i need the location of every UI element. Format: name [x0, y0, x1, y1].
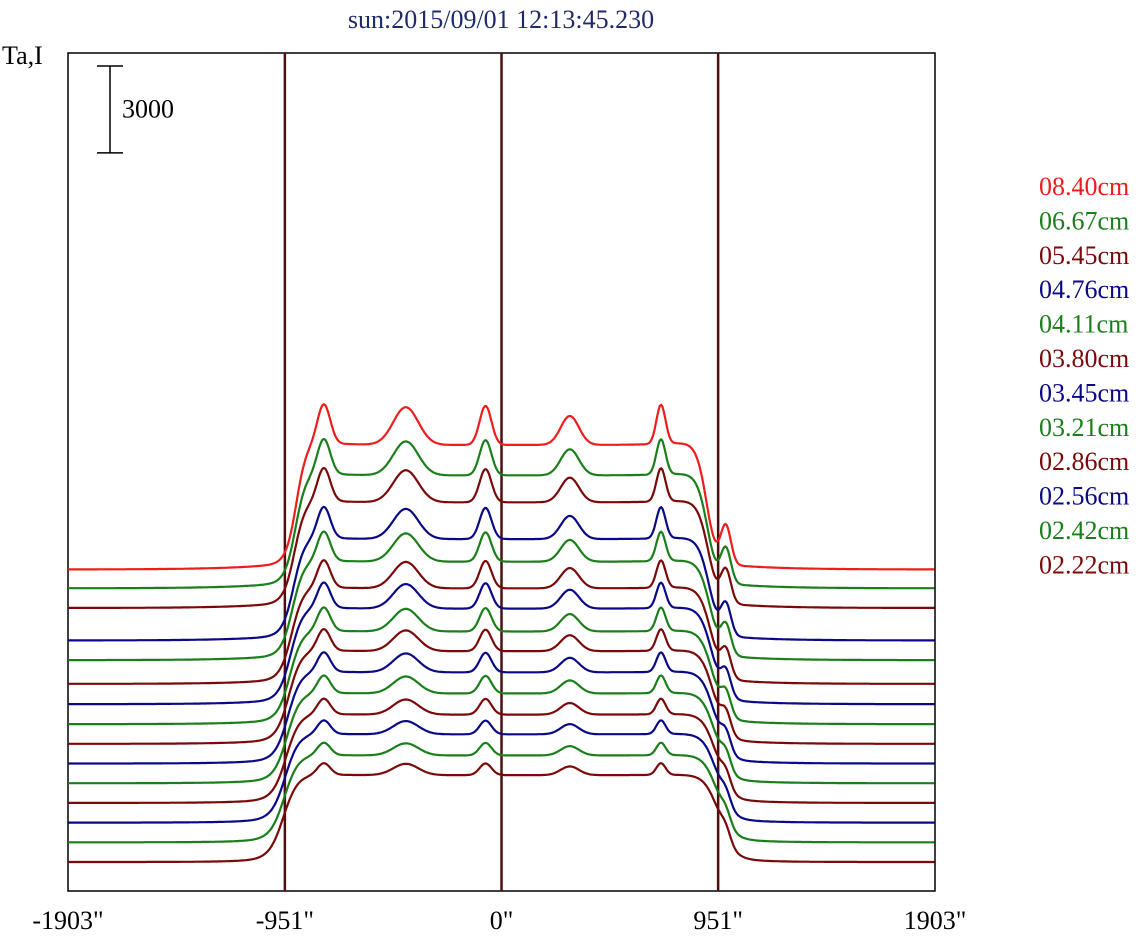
legend: 08.40cm 06.67cm 05.45cm 04.76cm 04.11cm 03.80… — [1039, 172, 1129, 579]
series-line-11 — [68, 697, 935, 804]
x-tick-labels: -1903" -951" 0" 951" 1903" — [32, 906, 966, 935]
series-line-9 — [68, 651, 935, 765]
series-line-7 — [68, 606, 935, 726]
legend-entry-4: 04.11cm — [1039, 310, 1128, 339]
series-line-2 — [68, 466, 935, 609]
legend-entry-0: 08.40cm — [1039, 172, 1129, 201]
series-line-1 — [68, 437, 935, 590]
series-line-10 — [68, 674, 935, 785]
series-line-0 — [68, 403, 935, 571]
x-tick-label-4: 1903" — [904, 906, 967, 935]
legend-entry-3: 04.76cm — [1039, 275, 1129, 304]
legend-entry-8: 02.86cm — [1039, 447, 1129, 476]
legend-entry-5: 03.80cm — [1039, 344, 1129, 373]
legend-entry-9: 02.56cm — [1039, 482, 1129, 511]
series-line-12 — [68, 719, 935, 824]
chart-title: sun:2015/09/01 12:13:45.230 — [348, 5, 654, 34]
series-line-6 — [68, 581, 935, 706]
legend-entry-6: 03.45cm — [1039, 378, 1129, 407]
series-group — [67, 403, 935, 864]
x-tick-label-3: 951" — [693, 906, 743, 935]
legend-entry-1: 06.67cm — [1039, 206, 1129, 235]
scale-bar-label: 3000 — [122, 94, 174, 123]
x-tick-label-2: 0" — [490, 906, 514, 935]
legend-entry-11: 02.22cm — [1039, 550, 1129, 579]
legend-entry-7: 03.21cm — [1039, 413, 1129, 442]
series-line-8 — [68, 628, 935, 745]
reference-lines — [283, 53, 720, 891]
series-line-4 — [68, 530, 935, 662]
legend-entry-2: 05.45cm — [1039, 241, 1129, 270]
x-tick-label-0: -1903" — [32, 906, 103, 935]
x-tick-label-1: -951" — [256, 906, 314, 935]
series-line-3 — [68, 505, 935, 642]
y-axis-label: Ta,I — [2, 41, 43, 70]
series-line-5 — [67, 559, 935, 685]
legend-entry-10: 02.42cm — [1039, 516, 1129, 545]
series-line-14 — [68, 762, 935, 864]
series-line-13 — [68, 741, 935, 844]
scale-bar: 3000 — [97, 65, 174, 154]
